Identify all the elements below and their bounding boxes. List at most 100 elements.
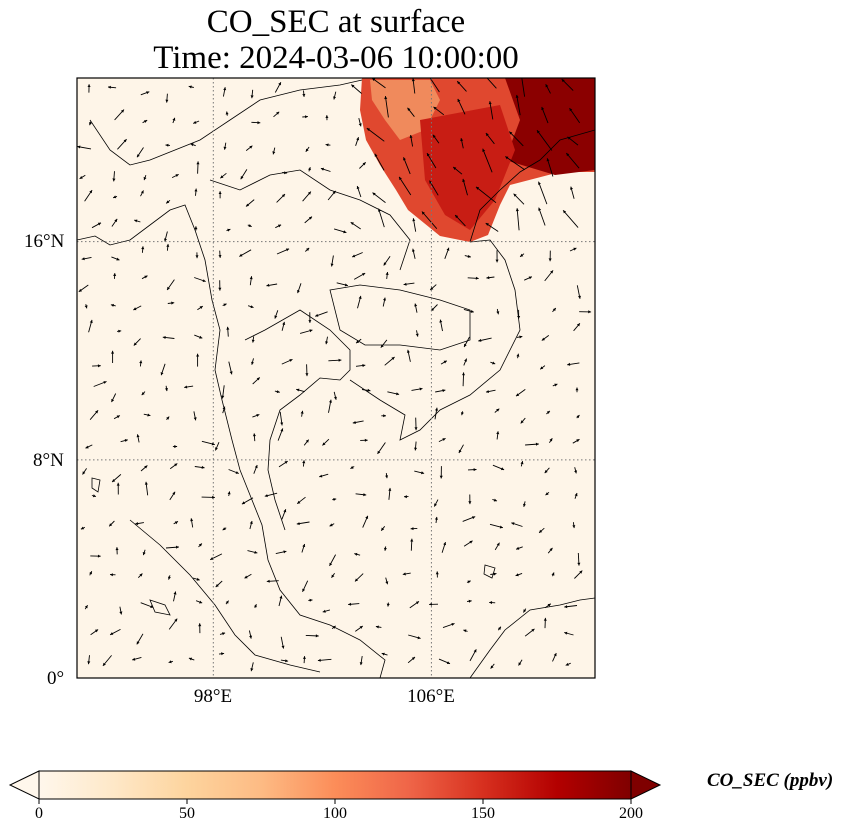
wind-vector-head — [354, 552, 358, 556]
wind-vector-head — [94, 629, 99, 633]
wind-vector-head — [467, 254, 471, 258]
wind-vector-head — [246, 203, 250, 207]
wind-vector-head — [410, 538, 414, 542]
wind-vector-head — [574, 493, 578, 497]
wind-vector-head — [222, 632, 226, 636]
wind-vector-head — [144, 465, 148, 469]
wind-vector-head — [421, 471, 425, 475]
wind-vector-head — [442, 438, 446, 441]
wind-vector-head — [482, 148, 486, 152]
wind-vector-head — [254, 465, 258, 469]
wind-vector-head — [222, 406, 226, 410]
wind-vector-head — [141, 246, 145, 250]
wind-vector-head — [254, 550, 258, 554]
wind-vector-head — [385, 581, 389, 585]
wind-vector-head — [433, 106, 437, 110]
wind-vector-head — [280, 428, 284, 432]
wind-vector-head — [442, 389, 446, 393]
colorbar-tick-label: 200 — [619, 805, 643, 822]
wind-vector-head — [249, 521, 253, 525]
wind-vector-head — [116, 482, 120, 486]
wind-vector — [421, 211, 438, 229]
map-title: CO_SEC at surface — [206, 4, 466, 40]
lon-label-98e: 98°E — [193, 686, 233, 707]
wind-vector-head — [541, 337, 545, 341]
wind-vector-head — [167, 286, 170, 290]
wind-vector-head — [549, 438, 553, 442]
wind-vector-head — [332, 625, 336, 629]
wind-vector-head — [113, 273, 117, 276]
wind-vector-head — [516, 546, 520, 550]
wind-vector-head — [329, 562, 333, 566]
wind-vector-head — [434, 516, 438, 520]
wind-vector-head — [464, 358, 467, 362]
border-north — [89, 79, 363, 166]
wind-vector-head — [172, 491, 176, 495]
wind-vector — [538, 207, 546, 226]
wind-vector-head — [174, 445, 178, 449]
wind-vector-head — [89, 571, 92, 575]
wind-vector-head — [143, 176, 147, 181]
wind-vector-head — [309, 598, 313, 602]
wind-vector-head — [537, 130, 540, 134]
wind-vector-field — [77, 78, 592, 672]
wind-vector-head — [561, 79, 565, 83]
wind-vector-head — [256, 377, 260, 381]
wind-vector-head — [520, 253, 524, 257]
wind-vector-head — [545, 84, 549, 88]
wind-vector-head — [453, 167, 457, 170]
wind-vector-head — [472, 516, 476, 520]
wind-vector-head — [282, 321, 286, 325]
wind-vector-head — [570, 186, 573, 190]
wind-vector-head — [417, 636, 421, 640]
wind-vector-head — [84, 605, 88, 609]
wind-vector-head — [116, 415, 120, 419]
wind-vector-head — [144, 275, 148, 279]
map-frame — [76, 77, 596, 679]
wind-vector-head — [443, 360, 447, 364]
wind-vector-head — [490, 665, 494, 669]
wind-vector-head — [110, 632, 114, 635]
wind-vector-head — [223, 87, 227, 91]
wind-vector-head — [439, 319, 443, 323]
wind-vector-head — [306, 247, 310, 251]
wind-vector-head — [227, 228, 231, 232]
wind-vector-head — [553, 653, 557, 657]
border-inland — [209, 169, 411, 271]
wind-vector-head — [193, 120, 197, 124]
wind-vector-head — [97, 554, 101, 558]
wind-vector-head — [383, 262, 387, 266]
wind-vector-head — [476, 186, 480, 190]
wind-vector-head — [202, 279, 206, 282]
wind-vector-head — [505, 156, 509, 160]
wind-vector-head — [302, 588, 306, 592]
wind-vector-head — [166, 416, 170, 420]
wind-vector-head — [139, 360, 143, 364]
wind-vector-head — [225, 111, 229, 115]
wind-vector-head — [284, 171, 288, 175]
wind-vector-head — [198, 543, 202, 547]
wind-vector-head — [372, 78, 376, 81]
wind-vector-head — [564, 605, 568, 609]
wind-vector-head — [374, 153, 378, 157]
wind-vector-head — [364, 438, 368, 442]
wind-vector-head — [174, 521, 178, 525]
lat-label-0: 0° — [47, 668, 65, 689]
wind-vector-head — [383, 547, 387, 551]
wind-vector — [538, 181, 548, 205]
wind-vector-head — [572, 525, 576, 529]
wind-vector-head — [199, 600, 203, 604]
wind-vector-head — [166, 243, 170, 247]
wind-vector-head — [266, 283, 270, 287]
wind-vector-head — [350, 222, 354, 225]
wind-vector-head — [249, 276, 253, 280]
wind-vector-head — [235, 471, 239, 474]
wind-vector-head — [421, 211, 425, 215]
wind-vector-head — [338, 358, 342, 362]
wind-vector-head — [115, 547, 119, 551]
wind-vector-head — [550, 270, 554, 274]
wind-vector-head — [385, 272, 389, 275]
wind-vector-head — [541, 106, 545, 111]
wind-vector-head — [473, 468, 477, 472]
wind-vector-head — [540, 366, 544, 370]
